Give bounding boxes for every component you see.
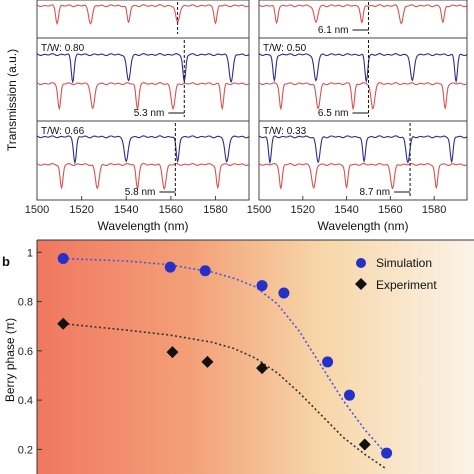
y-tick-label: 0.2	[18, 444, 33, 456]
experiment-spectrum	[36, 162, 250, 191]
x-tick-label: 1500	[247, 204, 271, 216]
tw-label: T/W: 0.66	[41, 126, 85, 137]
experiment-point	[256, 362, 269, 375]
simulation-spectrum	[36, 53, 250, 84]
experiment-point	[166, 346, 179, 359]
panel-b-background	[37, 240, 474, 474]
simulation-point	[343, 389, 355, 401]
x-tick-label: 1560	[159, 204, 183, 216]
experiment-spectrum	[258, 162, 468, 191]
panel-a-xlabel-right: Wavelength (nm)	[318, 219, 409, 233]
panel-a-right-frame	[258, 0, 468, 201]
experiment-spectrum	[36, 82, 250, 111]
simulation-point	[278, 287, 290, 299]
spectrum-subplot: T/W: 0.50 6.5 nm	[258, 40, 468, 119]
tw-label: T/W: 0.50	[263, 43, 307, 54]
spectrum-subplot: T/W: 0.66 5.8 nm	[36, 123, 250, 198]
experiment-point	[57, 317, 70, 330]
legend: Simulation Experiment	[355, 256, 437, 292]
x-tick-label: 1520	[291, 204, 315, 216]
x-tick-label: 1560	[378, 204, 402, 216]
spectrum-subplot: T/W: 0.33 8.7 nm	[258, 123, 468, 198]
spectrum-subplot: T/W: 0.80 5.3 nm	[36, 40, 250, 119]
simulation-spectrum	[36, 135, 250, 165]
x-tick-label: 1580	[422, 204, 446, 216]
panel-a-xlabel-left: Wavelength (nm)	[98, 219, 189, 233]
panel-b: b 0.2 0.4 0.6 0.8 1 Berry phase (π) Simulati…	[2, 239, 474, 474]
panel-a-left-frame	[36, 0, 250, 201]
x-tick-label: 1580	[203, 204, 227, 216]
spectrum-subplot: 6.1 nm	[258, 2, 468, 36]
y-tick-label: 1	[27, 247, 33, 259]
x-tick-label: 1500	[25, 204, 49, 216]
simulation-spectrum	[258, 53, 468, 84]
simulation-point	[322, 356, 334, 368]
tw-label: T/W: 0.33	[263, 126, 307, 137]
spectrum-subplot	[36, 2, 250, 34]
y-tick-label: 0.6	[18, 346, 33, 358]
x-tick-label: 1520	[69, 204, 93, 216]
simulation-point	[199, 265, 211, 277]
shift-label: 6.5 nm	[318, 108, 349, 119]
experiment-spectrum	[36, 4, 250, 26]
legend-experiment-marker	[355, 278, 367, 290]
y-tick-label: 0.8	[18, 297, 33, 309]
shift-label: 5.3 nm	[134, 108, 165, 119]
simulation-point	[164, 261, 176, 273]
simulation-spectrum	[258, 135, 468, 165]
legend-experiment-label: Experiment	[376, 278, 437, 292]
shift-label: 6.1 nm	[318, 25, 349, 36]
legend-simulation-label: Simulation	[376, 256, 432, 270]
simulation-point	[57, 252, 69, 264]
panel-a: T/W: 0.80 5.3 nm T/W: 0.66 5.8 nm 6.1 nm T/W:…	[5, 0, 468, 233]
x-tick-label: 1540	[334, 204, 358, 216]
shift-label: 8.7 nm	[359, 187, 390, 198]
shift-label: 5.8 nm	[125, 187, 156, 198]
panel-b-ylabel: Berry phase (π)	[3, 318, 17, 402]
experiment-point	[358, 438, 371, 451]
y-tick-label: 0.4	[18, 395, 33, 407]
panel-b-letter: b	[2, 254, 10, 269]
legend-simulation-marker	[356, 258, 366, 268]
experiment-spectrum	[258, 4, 468, 25]
x-tick-label: 1540	[114, 204, 138, 216]
simulation-point	[381, 447, 393, 459]
panel-a-ylabel: Transmission (a.u.)	[5, 49, 19, 151]
experiment-spectrum	[258, 82, 468, 111]
tw-label: T/W: 0.80	[41, 43, 85, 54]
experiment-point	[201, 355, 214, 368]
simulation-point	[256, 280, 268, 292]
